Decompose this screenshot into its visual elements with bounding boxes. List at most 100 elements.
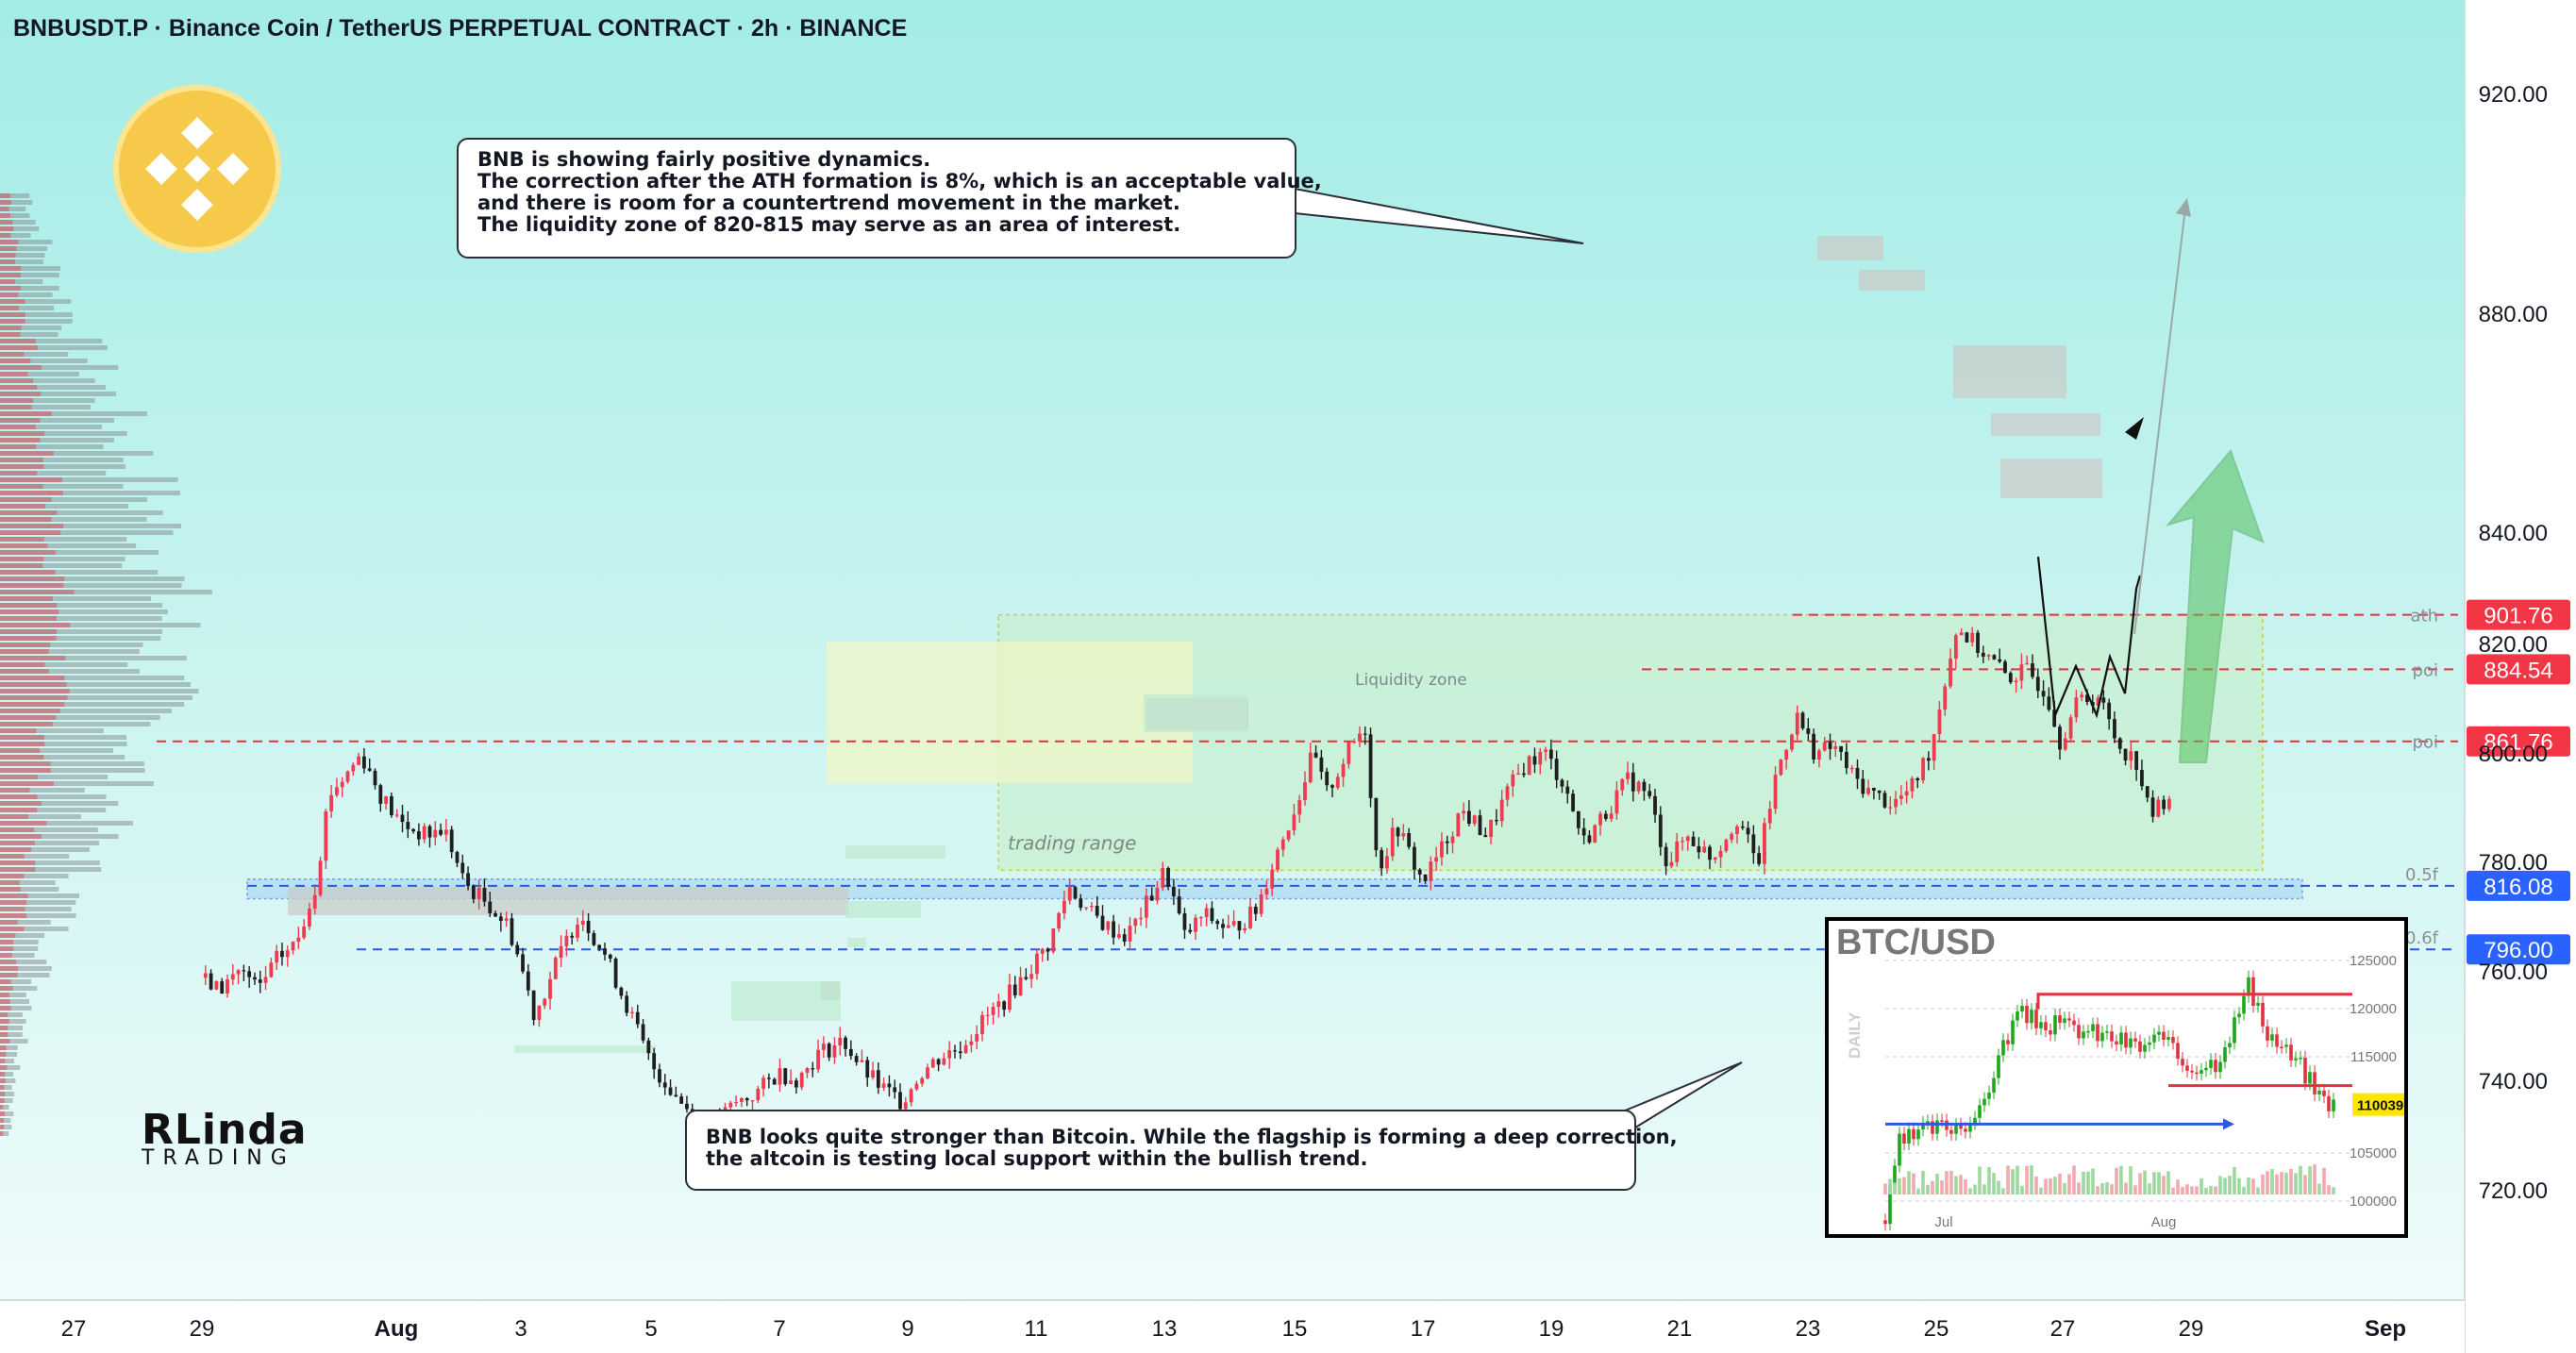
volume-bar-sell	[0, 643, 51, 647]
volume-bar	[0, 953, 35, 958]
candle	[2150, 797, 2155, 817]
volume-bar	[0, 557, 125, 561]
inset-volume-bar	[2228, 1176, 2232, 1194]
candle	[821, 1044, 826, 1050]
volume-bar	[0, 193, 30, 198]
candle	[2052, 710, 2057, 727]
candle	[580, 920, 585, 926]
inset-volume-bar	[2294, 1173, 2298, 1194]
volume-bar-sell	[0, 979, 11, 984]
inset-candle	[2086, 1030, 2090, 1033]
candle	[1008, 984, 1012, 1011]
volume-bar	[0, 392, 117, 396]
inset-candle	[2039, 1022, 2043, 1028]
candle	[1423, 874, 1428, 881]
imbalance-block	[1953, 345, 2066, 398]
volume-bar	[0, 491, 181, 495]
candle	[942, 1058, 946, 1065]
volume-bar	[0, 834, 119, 839]
candle	[641, 1024, 645, 1041]
inset-candle	[2157, 1031, 2161, 1035]
time-axis-label: 25	[1924, 1316, 1949, 1342]
volume-bar-sell	[0, 425, 36, 429]
candle	[1149, 895, 1154, 901]
volume-bar-sell	[0, 742, 45, 746]
volume-bar-sell	[0, 517, 52, 522]
volume-bar	[0, 233, 31, 238]
inset-volume-bar	[2242, 1186, 2246, 1194]
volume-bar	[0, 669, 140, 674]
volume-bar-sell	[0, 1118, 4, 1123]
candle	[685, 1103, 689, 1110]
candle	[1450, 836, 1455, 844]
inset-volume-bar	[2091, 1168, 2095, 1194]
inset-candle	[2025, 1006, 2029, 1024]
candle	[482, 888, 487, 902]
inset-volume-bar	[1940, 1179, 1944, 1194]
volume-bar-sell	[0, 933, 16, 938]
candle	[926, 1067, 929, 1078]
volume-bar-sell	[0, 1072, 5, 1077]
volume-bar-sell	[0, 207, 9, 211]
candle	[799, 1072, 804, 1088]
volume-profile	[0, 193, 212, 1136]
candle	[1685, 836, 1690, 842]
volume-bar-sell	[0, 306, 19, 310]
inset-candle	[1973, 1117, 1977, 1124]
candle	[1012, 984, 1017, 995]
inset-candle	[2294, 1058, 2298, 1061]
inset-candle	[2105, 1031, 2109, 1033]
candle	[1429, 861, 1433, 881]
inset-candle	[2223, 1047, 2227, 1062]
inset-volume-bar	[2148, 1183, 2151, 1194]
candle	[1548, 749, 1553, 760]
price-axis-label: 820.00	[2479, 632, 2548, 658]
inset-candle	[2242, 995, 2246, 1014]
volume-bar-sell	[0, 847, 32, 852]
candle	[865, 1060, 870, 1078]
inset-volume-bar	[2313, 1164, 2317, 1194]
volume-bar	[0, 306, 55, 310]
candle	[1822, 742, 1827, 751]
level-label: 0.6f	[2405, 928, 2439, 948]
inset-volume-bar	[2195, 1186, 2199, 1194]
volume-bar	[0, 345, 108, 350]
candle	[1894, 798, 1898, 808]
target-arrowhead	[2176, 198, 2191, 217]
volume-bar-sell	[0, 682, 67, 687]
candle	[1855, 768, 1860, 779]
inset-volume-bar	[2001, 1188, 2005, 1194]
volume-bar-sell	[0, 1125, 5, 1129]
volume-bar	[0, 1012, 23, 1017]
candle	[1511, 774, 1515, 787]
candle	[1462, 810, 1466, 814]
bullish-arrow	[2166, 449, 2265, 763]
candle	[291, 942, 295, 951]
volume-bar-sell	[0, 986, 13, 991]
time-axis-label: 5	[644, 1316, 657, 1342]
callout-pointer	[1294, 188, 1584, 244]
volume-bar-sell	[0, 1085, 5, 1090]
inset-volume-bar	[2204, 1188, 2208, 1194]
volume-bar	[0, 484, 124, 489]
candle	[1718, 850, 1723, 858]
volume-bar-sell	[0, 451, 54, 456]
volume-bar	[0, 246, 48, 251]
inset-candle	[2181, 1059, 2184, 1066]
candle	[1440, 841, 1444, 858]
candle	[1319, 757, 1324, 772]
volume-bar	[0, 603, 162, 608]
volume-bar-sell	[0, 1131, 4, 1136]
volume-bar-sell	[0, 590, 75, 594]
volume-bar	[0, 411, 147, 416]
volume-bar	[0, 510, 163, 515]
candle	[2134, 751, 2139, 770]
candle	[253, 977, 257, 980]
volume-bar-sell	[0, 940, 14, 944]
inset-volume-bar	[1912, 1173, 1915, 1194]
inset-candle	[2053, 1015, 2057, 1035]
candle	[920, 1077, 925, 1084]
inset-candle	[1921, 1123, 1925, 1130]
candle	[1943, 686, 1948, 710]
volume-bar	[0, 722, 151, 727]
